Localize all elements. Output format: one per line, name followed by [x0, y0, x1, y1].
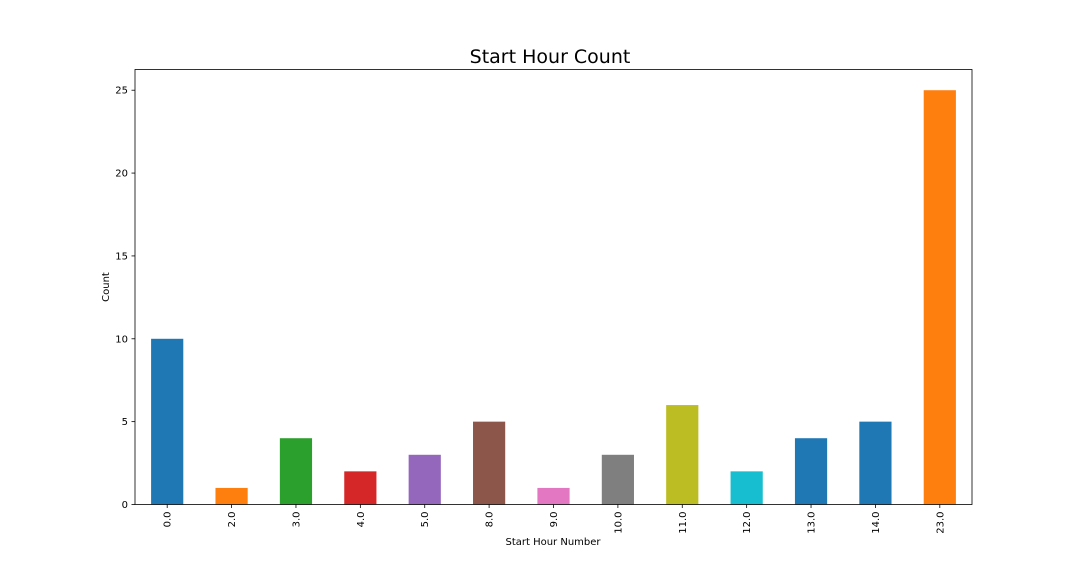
x-tick-label: 2.0: [227, 512, 238, 528]
y-tick-label: 15: [115, 251, 128, 262]
bar-3.0: [279, 438, 313, 505]
bar-9.0: [537, 487, 570, 505]
x-tick-label: 4.0: [356, 512, 367, 528]
bar-23.0: [923, 90, 956, 505]
y-axis-ticks: 0 5 10 15 20 25: [115, 86, 135, 511]
y-tick-label: 20: [115, 169, 128, 180]
x-tick-label: 3.0: [291, 512, 302, 528]
bar-8.0: [473, 421, 506, 505]
y-tick-label: 5: [122, 417, 128, 428]
y-tick-label: 10: [115, 334, 128, 345]
bars-group: [151, 90, 956, 505]
x-tick-label: 14.0: [871, 512, 882, 534]
bar-11.0: [666, 405, 699, 505]
x-tick-label: 13.0: [807, 512, 818, 534]
x-tick-label: 12.0: [742, 512, 753, 534]
y-axis-label: Count: [101, 272, 112, 302]
y-tick-label: 25: [115, 86, 128, 97]
bar-0.0: [151, 338, 184, 505]
bar-12.0: [730, 471, 763, 505]
bar-5.0: [408, 454, 441, 505]
bar-10.0: [601, 454, 634, 505]
x-tick-label: 0.0: [163, 512, 174, 528]
x-tick-label: 8.0: [485, 512, 496, 528]
x-tick-label: 9.0: [549, 512, 560, 528]
x-tick-label: 10.0: [613, 512, 624, 534]
x-axis-label: Start Hour Number: [505, 537, 601, 548]
bar-4.0: [344, 471, 377, 505]
y-tick-label: 0: [122, 500, 128, 511]
x-axis-ticks: 0.0 2.0 3.0 4.0 5.0 8.0 9.0 10.0 11.0 12.0 13.0 14.…: [163, 504, 946, 534]
x-tick-label: 11.0: [678, 512, 689, 534]
bar-2.0: [215, 487, 248, 505]
bar-14.0: [859, 421, 892, 505]
chart-title: Start Hour Count: [470, 46, 631, 68]
bar-13.0: [794, 438, 828, 505]
x-tick-label: 5.0: [420, 512, 431, 528]
x-tick-label: 23.0: [935, 512, 946, 534]
plot-frame: [134, 69, 973, 505]
